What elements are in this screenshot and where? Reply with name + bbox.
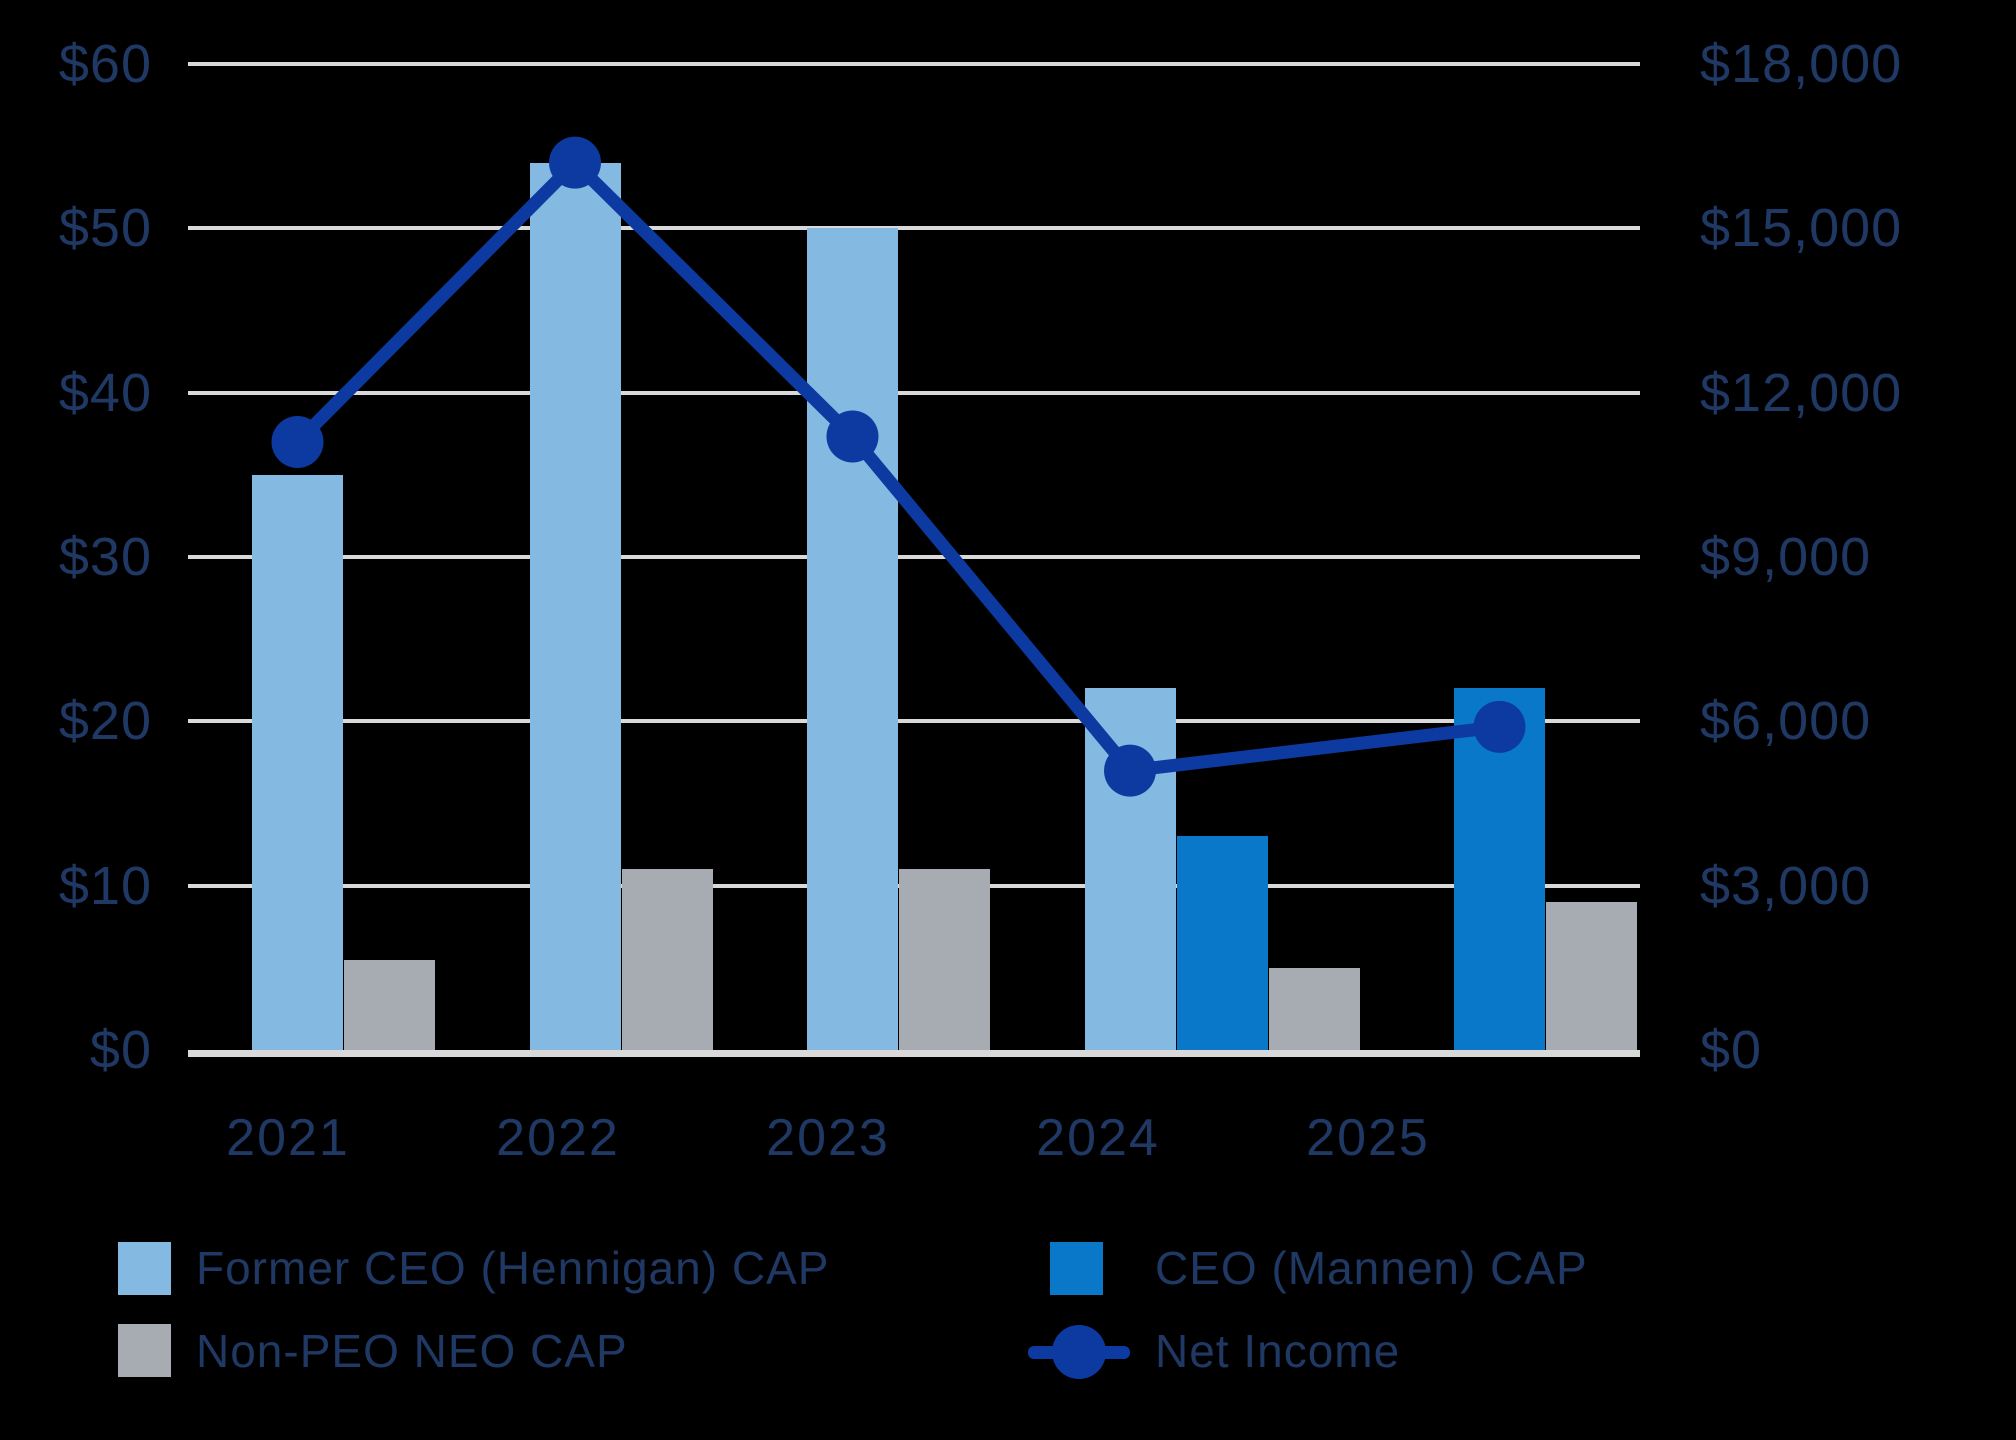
legend-swatch-non-peo-neo-cap (118, 1324, 171, 1377)
legend-swatch-former-ceo-hennigan-cap (118, 1242, 171, 1295)
x-axis-label-2023: 2023 (766, 1109, 890, 1167)
legend-dot-marker-net-income (1052, 1325, 1106, 1379)
bar-2023-non-peo-neo-cap (899, 869, 990, 1050)
x-axis-label-2022: 2022 (496, 1109, 620, 1167)
right-axis-tick-6000: $6,000 (1700, 691, 1872, 752)
left-axis-tick-30: $30 (58, 527, 152, 587)
legend-label-ceo-mannen-cap: CEO (Mannen) CAP (1155, 1242, 1588, 1294)
legend-swatch-ceo-mannen-cap (1050, 1242, 1103, 1295)
gridline (188, 719, 1640, 724)
x-axis-label-2025: 2025 (1306, 1109, 1430, 1167)
bar-2025-ceo-mannen-cap (1454, 688, 1545, 1050)
bar-2022-former-ceo-hennigan-cap (529, 162, 621, 1050)
net-income-point-2021 (271, 415, 324, 468)
bar-2022-non-peo-neo-cap (621, 869, 713, 1050)
bar-2024-former-ceo-hennigan-cap (1084, 688, 1176, 1050)
left-axis-tick-50: $50 (58, 198, 152, 259)
legend-label-former-ceo-hennigan-cap: Former CEO (Hennigan) CAP (196, 1242, 830, 1294)
bar-2025-non-peo-neo-cap (1546, 902, 1637, 1050)
right-axis-tick-18000: $18,000 (1700, 34, 1903, 95)
left-axis-tick-60: $60 (58, 34, 152, 95)
left-axis-tick-0: $0 (89, 1020, 152, 1080)
left-axis-tick-40: $40 (58, 362, 152, 423)
bar-2023-former-ceo-hennigan-cap (807, 228, 898, 1050)
gridline (188, 62, 1640, 67)
right-axis-tick-3000: $3,000 (1700, 855, 1872, 916)
gridline (188, 226, 1640, 231)
x-axis-label-2021: 2021 (226, 1109, 350, 1167)
left-axis-tick-20: $20 (58, 691, 152, 752)
right-axis-tick-12000: $12,000 (1700, 362, 1903, 423)
x-axis-baseline (188, 1050, 1640, 1057)
legend-label-net-income: Net Income (1155, 1325, 1401, 1377)
bar-2021-former-ceo-hennigan-cap (252, 474, 343, 1050)
bar-2024-non-peo-neo-cap (1268, 967, 1360, 1050)
bar-2024-ceo-mannen-cap (1176, 836, 1268, 1050)
bar-2021-non-peo-neo-cap (344, 959, 435, 1050)
gridline (188, 555, 1640, 559)
gridline (188, 390, 1640, 395)
right-axis-tick-9000: $9,000 (1700, 527, 1872, 587)
left-axis-tick-10: $10 (58, 855, 152, 916)
legend-label-non-peo-neo-cap: Non-PEO NEO CAP (196, 1325, 628, 1377)
x-axis-label-2024: 2024 (1036, 1109, 1160, 1167)
net-income-line (292, 153, 1501, 778)
right-axis-tick-15000: $15,000 (1700, 198, 1903, 259)
right-axis-tick-0: $0 (1700, 1020, 1763, 1080)
